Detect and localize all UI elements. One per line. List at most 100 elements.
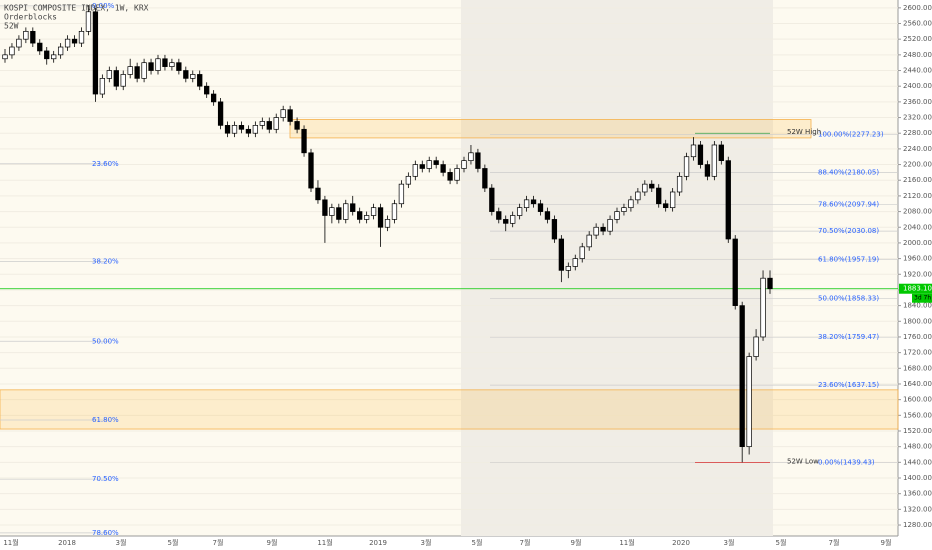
candle-body bbox=[503, 219, 509, 224]
candle-body bbox=[197, 74, 203, 87]
week52-label: 52W High bbox=[787, 128, 821, 136]
fib-label: 70.50% bbox=[92, 475, 119, 483]
y-tick-label: 1600.00 bbox=[903, 396, 932, 404]
candle-body bbox=[51, 54, 57, 60]
y-tick-label: 2320.00 bbox=[903, 114, 932, 122]
candle-body bbox=[419, 164, 425, 169]
y-tick-label: 2600.00 bbox=[903, 4, 932, 12]
x-tick-label: 9월 bbox=[267, 538, 278, 547]
orderblock-zone bbox=[289, 119, 812, 139]
y-tick-label: 1280.00 bbox=[903, 521, 932, 529]
candle-body bbox=[363, 215, 370, 220]
x-tick-label: 7월 bbox=[213, 538, 224, 547]
candle-body bbox=[16, 38, 22, 48]
candle-body bbox=[614, 211, 620, 220]
x-tick-label: 3월 bbox=[421, 538, 432, 547]
y-tick-label: 1560.00 bbox=[903, 411, 932, 419]
fib-label: 0.00%(1439.43) bbox=[818, 459, 875, 467]
candle-body bbox=[454, 168, 460, 181]
candle-body bbox=[468, 152, 474, 161]
y-tick-label: 2480.00 bbox=[903, 51, 932, 59]
fib-label: 61.80%(1957.19) bbox=[818, 256, 879, 264]
candle-body bbox=[530, 199, 537, 205]
candle-body bbox=[697, 144, 704, 165]
y-tick-label: 2360.00 bbox=[903, 98, 932, 106]
candle-body bbox=[280, 109, 286, 118]
candle-body bbox=[461, 160, 467, 169]
candle-body bbox=[176, 62, 182, 71]
candle-body bbox=[106, 70, 112, 79]
y-tick-label: 2280.00 bbox=[903, 129, 932, 137]
y-tick-label: 1440.00 bbox=[903, 458, 932, 466]
fib-label: 100.00%(2277.23) bbox=[818, 130, 884, 138]
candle-body bbox=[169, 62, 175, 67]
fib-label: 50.00%(1858.33) bbox=[818, 294, 879, 302]
candle-body bbox=[558, 238, 565, 271]
candle-body bbox=[600, 226, 606, 232]
candle-body bbox=[266, 121, 272, 130]
axis-background bbox=[898, 0, 932, 550]
candle-body bbox=[405, 175, 412, 185]
y-tick-label: 1640.00 bbox=[903, 380, 932, 388]
candle-body bbox=[704, 164, 711, 177]
candle-body bbox=[224, 125, 231, 134]
indicator-label: 52W bbox=[4, 22, 19, 31]
fib-label: 38.20%(1759.47) bbox=[818, 333, 879, 341]
x-tick-label: 5월 bbox=[168, 538, 179, 547]
x-tick-label: 11월 bbox=[619, 538, 634, 547]
candle-body bbox=[9, 46, 15, 56]
fib-label: 70.50%(2030.08) bbox=[818, 227, 879, 235]
orderblock-zone bbox=[0, 389, 899, 430]
candle-body bbox=[322, 199, 328, 216]
y-tick-label: 1680.00 bbox=[903, 364, 932, 372]
candle-body bbox=[85, 11, 92, 32]
candle-body bbox=[523, 199, 530, 209]
y-tick-label: 2200.00 bbox=[903, 161, 932, 169]
candle-body bbox=[141, 62, 147, 79]
candle-body bbox=[642, 183, 648, 193]
candle-body bbox=[649, 183, 655, 189]
candle-body bbox=[2, 54, 8, 60]
candle-body bbox=[496, 211, 502, 220]
candle-body bbox=[586, 234, 592, 248]
candle-body bbox=[23, 30, 29, 40]
x-tick-label: 3월 bbox=[116, 538, 127, 547]
candle-body bbox=[64, 38, 71, 48]
y-tick-label: 2560.00 bbox=[903, 20, 932, 28]
y-tick-label: 1800.00 bbox=[903, 317, 932, 325]
candle-body bbox=[71, 38, 78, 44]
x-tick-label: 5월 bbox=[776, 538, 787, 547]
y-tick-label: 1400.00 bbox=[903, 474, 932, 482]
fib-label: 38.20% bbox=[92, 257, 119, 265]
x-tick-label: 2019 bbox=[369, 539, 387, 547]
candle-body bbox=[148, 62, 154, 71]
candle-body bbox=[516, 207, 523, 216]
x-tick-label: 9월 bbox=[881, 538, 892, 547]
y-tick-label: 1840.00 bbox=[903, 302, 932, 310]
candle-body bbox=[294, 121, 300, 130]
candle-body bbox=[259, 121, 265, 126]
candle-body bbox=[336, 207, 342, 220]
candle-body bbox=[92, 11, 99, 95]
x-tick-label: 7월 bbox=[520, 538, 531, 547]
candle-body bbox=[447, 172, 453, 181]
y-tick-label: 2240.00 bbox=[903, 145, 932, 153]
fib-label: 88.40%(2180.05) bbox=[818, 168, 879, 176]
candle-body bbox=[412, 164, 418, 177]
candle-body bbox=[739, 305, 745, 448]
candle-body bbox=[732, 238, 738, 306]
candle-body bbox=[245, 128, 252, 134]
candle-body bbox=[635, 191, 641, 201]
candle-body bbox=[308, 152, 314, 189]
fib-label: 50.00% bbox=[92, 337, 119, 345]
candle-body bbox=[711, 144, 718, 177]
candle-body bbox=[78, 30, 85, 44]
x-tick-label: 11월 bbox=[317, 538, 332, 547]
y-tick-label: 1360.00 bbox=[903, 490, 932, 498]
candle-body bbox=[350, 203, 356, 212]
session-shade bbox=[461, 0, 773, 536]
candle-body bbox=[377, 207, 384, 228]
candle-body bbox=[663, 203, 669, 209]
candle-body bbox=[287, 109, 293, 122]
candle-body bbox=[44, 50, 50, 60]
